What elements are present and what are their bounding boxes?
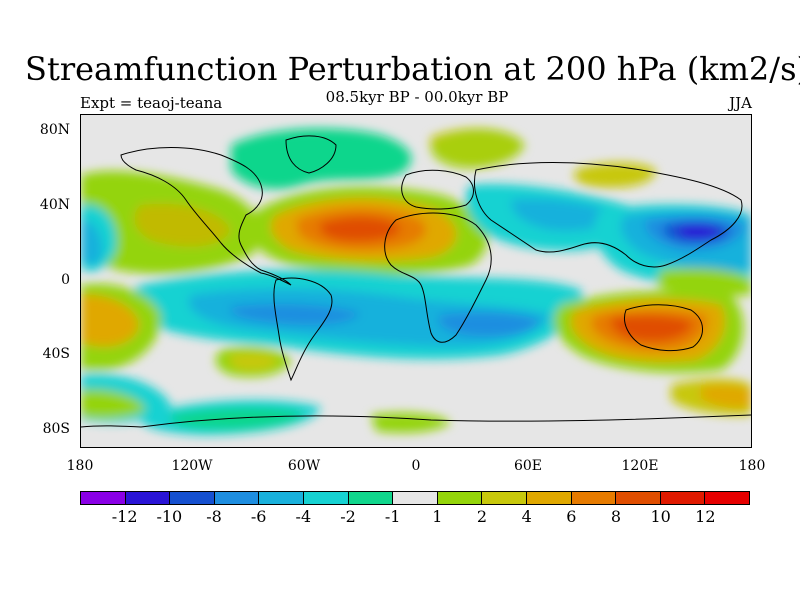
contour-wpac-indigo (676, 224, 721, 239)
colorbar (80, 491, 750, 505)
colorbar-label: 1 (432, 507, 443, 526)
colorbar-label: 10 (650, 507, 671, 526)
lon-tick-label: 120W (171, 458, 213, 474)
lat-tick-label: 40N (39, 197, 70, 213)
contour-so-green (170, 407, 306, 430)
contour-atl-red (319, 216, 401, 242)
experiment-label: Expt = teaoj-teana (80, 94, 223, 112)
contour-swpac-yellow2 (81, 389, 146, 419)
lon-tick-label: 60W (287, 458, 321, 474)
colorbar-box (705, 492, 749, 504)
colorbar-box (81, 492, 126, 504)
lat-tick-label: 80S (42, 421, 70, 437)
contour-map (81, 115, 751, 447)
colorbar-box (214, 492, 260, 504)
coast-greenland (285, 135, 337, 174)
lat-tick-label: 40S (42, 346, 70, 362)
colorbar-box (303, 492, 349, 504)
coast-australia (624, 304, 703, 352)
contour-sh-blue2 (438, 312, 541, 337)
colorbar-label: 8 (610, 507, 622, 526)
contour-siberia-green (431, 129, 526, 169)
colorbar-box (571, 492, 617, 504)
colorbar-label: 6 (566, 507, 577, 526)
map-subtitle: 08.5kyr BP - 00.0kyr BP (325, 88, 509, 106)
colorbar-box (125, 492, 171, 504)
season-label: JJA (729, 94, 752, 112)
contour-swpac-orange (81, 294, 139, 347)
map-panel (80, 114, 752, 448)
contour-npac-orange (134, 203, 231, 247)
colorbar-box (437, 492, 483, 504)
lon-tick-label: 120E (621, 458, 659, 474)
colorbar-label: -8 (206, 507, 222, 526)
colorbar-box (170, 492, 215, 504)
contour-aus-red (610, 315, 693, 342)
colorbar-box (348, 492, 394, 504)
colorbar-box (259, 492, 304, 504)
coast-south-america (273, 277, 333, 382)
contour-sh-blue (230, 304, 361, 325)
lon-tick-label: 60E (513, 458, 543, 474)
lat-tick-label: 0 (61, 272, 70, 288)
colorbar-label: 2 (476, 507, 488, 526)
colorbar-label: -6 (250, 507, 267, 526)
colorbar-label: -4 (295, 507, 312, 526)
colorbar-label: 12 (695, 507, 716, 526)
colorbar-box (482, 492, 527, 504)
contour-north-atlantic-green (231, 128, 412, 190)
colorbar-label: 4 (521, 507, 532, 526)
contour-so-orange (701, 384, 751, 408)
lat-tick-label: 80N (39, 122, 70, 138)
contour-npac-blue (81, 220, 103, 266)
colorbar-box (660, 492, 706, 504)
lon-tick-label: 180 (738, 458, 766, 474)
colorbar-box (526, 492, 572, 504)
contour-tropical-green (656, 268, 751, 296)
coast-europe (401, 169, 474, 210)
coast-north-america (120, 147, 292, 286)
coast-antarctica (81, 414, 751, 428)
coastlines (81, 135, 751, 428)
coast-asia (474, 162, 743, 268)
colorbar-label: -12 (111, 507, 138, 526)
colorbar-label: -1 (384, 507, 401, 526)
map-title: Streamfunction Perturbation at 200 hPa (… (25, 50, 800, 88)
lon-tick-label: 0 (411, 458, 421, 474)
colorbar-label: -2 (340, 507, 356, 526)
colorbar-box (616, 492, 661, 504)
contour-eurasia-blue (511, 198, 621, 231)
contour-satl-gold (228, 353, 279, 371)
lon-tick-label: 180 (66, 458, 94, 474)
colorbar-box (393, 492, 438, 504)
coast-africa (384, 212, 492, 343)
colorbar-label: -10 (156, 507, 183, 526)
